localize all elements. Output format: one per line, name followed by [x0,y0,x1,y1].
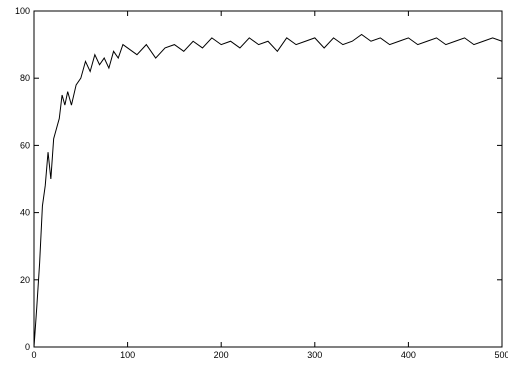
y-tick-label: 0 [25,342,30,352]
x-tick-label: 100 [120,350,135,360]
y-tick-label: 60 [20,140,30,150]
x-tick-label: 0 [31,350,36,360]
x-tick-label: 200 [214,350,229,360]
y-tick-label: 100 [15,6,30,16]
x-axis-tick-labels: 0 100 200 300 400 500 [31,350,508,360]
x-tick-label: 300 [307,350,322,360]
y-axis-ticks [34,10,502,348]
x-axis-ticks [33,11,503,347]
x-tick-label: 500 [494,350,508,360]
y-axis-tick-labels: 0 20 40 60 80 100 [15,6,30,352]
y-tick-label: 80 [20,73,30,83]
y-tick-label: 40 [20,208,30,218]
y-tick-label: 20 [20,275,30,285]
series-line [33,33,503,348]
x-tick-label: 400 [401,350,416,360]
plot-frame [33,10,503,348]
